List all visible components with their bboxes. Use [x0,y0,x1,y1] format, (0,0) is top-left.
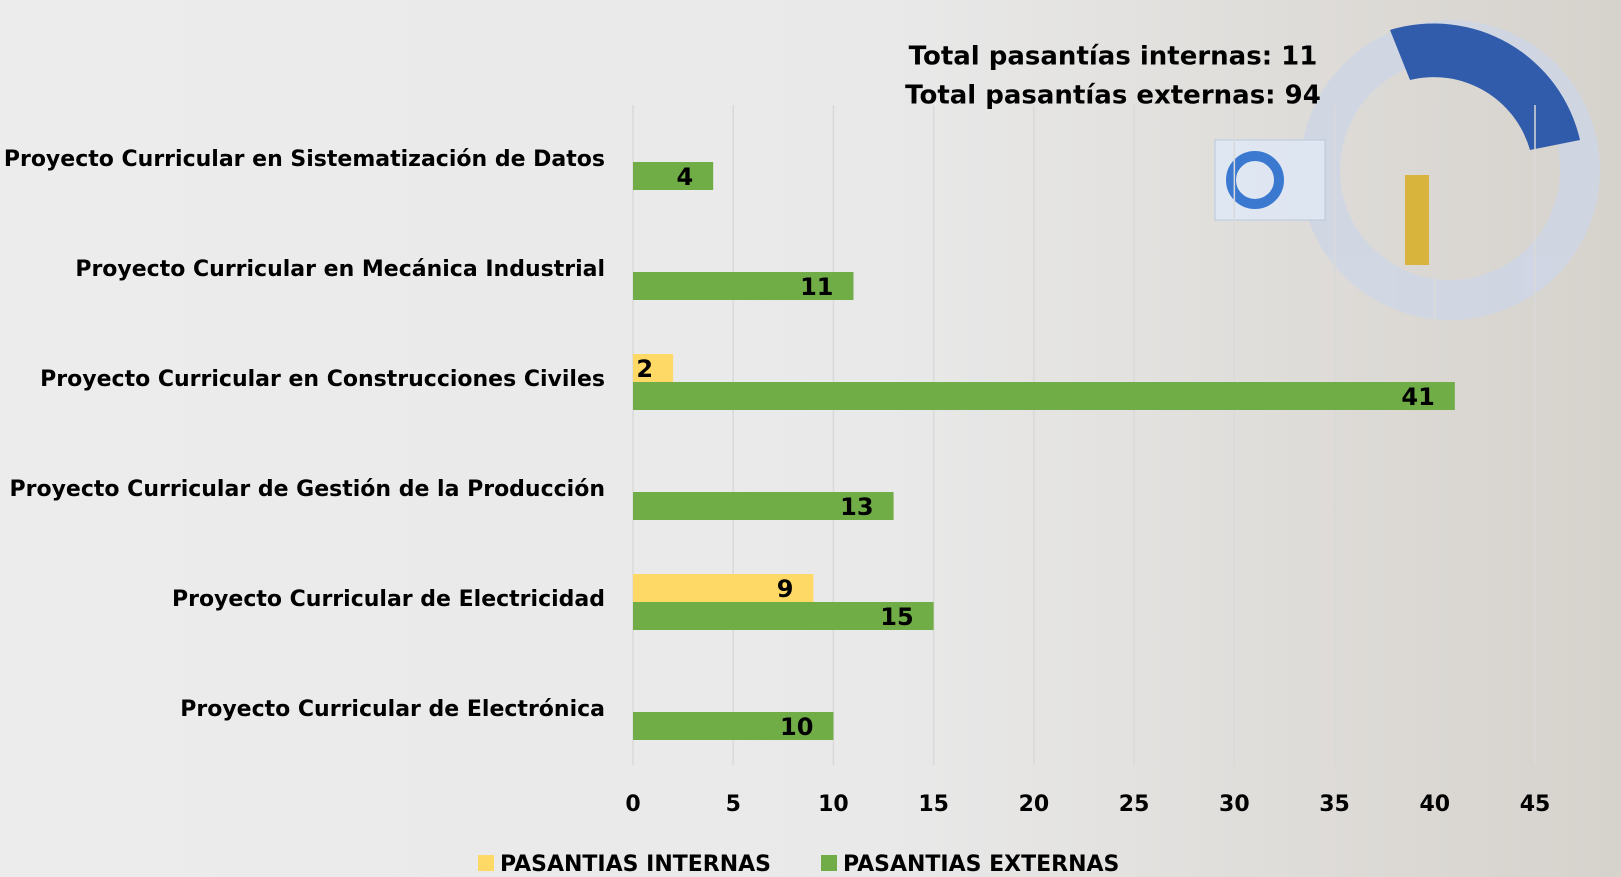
y-tick-label: Proyecto Curricular en Sistematización d… [4,147,605,172]
y-tick-label: Proyecto Curricular en Mecánica Industri… [75,257,605,282]
x-tick-label: 0 [625,792,640,817]
x-tick-label: 40 [1419,792,1450,817]
legend-swatch [478,855,494,871]
data-label: 41 [1401,383,1434,411]
background [0,0,1621,877]
y-tick-label: Proyecto Curricular de Electricidad [172,587,605,612]
legend-label: PASANTIAS EXTERNAS [843,852,1119,877]
x-tick-label: 5 [726,792,741,817]
data-label: 9 [777,575,794,603]
annotation: Total pasantías externas: 94 [905,81,1321,111]
data-label: 4 [676,163,693,191]
chart: Total pasantías internas: 11 Total pasan… [0,0,1621,877]
y-tick-label: Proyecto Curricular en Construcciones Ci… [40,367,605,392]
legend-label: PASANTIAS INTERNAS [500,852,771,877]
y-tick-label: Proyecto Curricular de Gestión de la Pro… [10,477,606,502]
data-label: 2 [636,355,653,383]
x-tick-label: 45 [1520,792,1551,817]
x-tick-label: 25 [1119,792,1150,817]
y-tick-label: Proyecto Curricular de Electrónica [180,697,605,722]
x-tick-label: 10 [818,792,849,817]
legend-swatch [821,855,837,871]
data-label: 10 [780,713,813,741]
x-tick-label: 15 [918,792,949,817]
data-label: 15 [880,603,913,631]
x-tick-label: 20 [1019,792,1050,817]
bar [633,162,713,190]
bar [633,382,1455,410]
x-tick-label: 35 [1319,792,1350,817]
x-tick-label: 30 [1219,792,1250,817]
data-label: 11 [800,273,833,301]
annotation: Total pasantías internas: 11 [909,42,1318,72]
data-label: 13 [840,493,873,521]
